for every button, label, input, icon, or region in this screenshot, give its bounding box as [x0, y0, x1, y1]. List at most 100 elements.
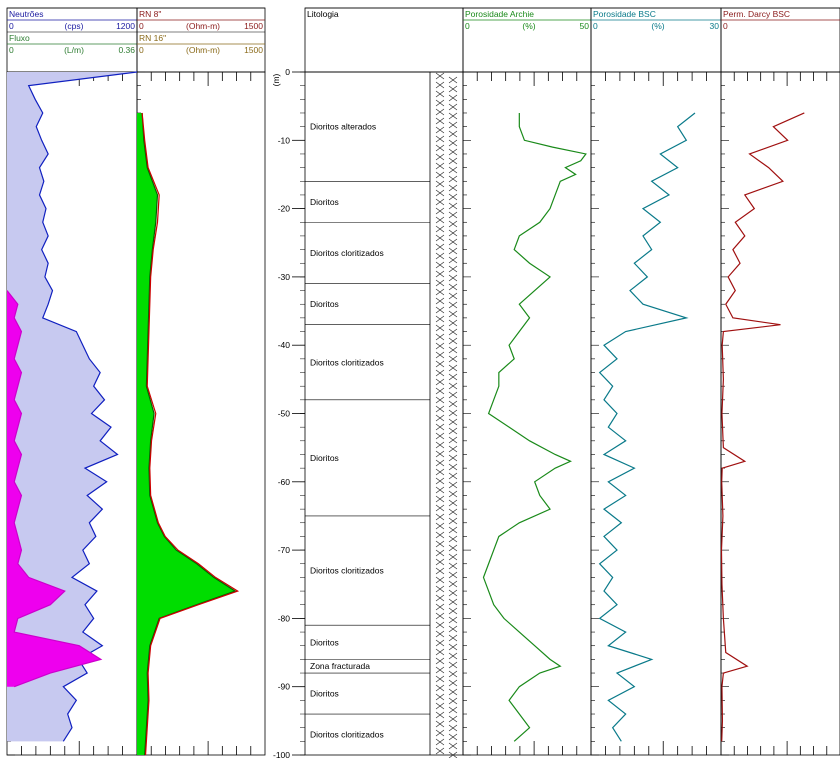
- lithology-pattern-mark: [448, 382, 458, 390]
- lithology-pattern-mark: [435, 180, 445, 188]
- lithology-pattern-mark: [448, 598, 458, 606]
- lithology-pattern-mark: [435, 225, 445, 233]
- depth-axis-tick-label: -80: [278, 613, 291, 623]
- lithology-pattern-mark: [448, 328, 458, 336]
- track-body-frame: [720, 71, 840, 756]
- lithology-pattern-mark: [435, 270, 445, 278]
- lithology-pattern-mark: [435, 540, 445, 548]
- lithology-pattern-mark: [448, 607, 458, 615]
- lithology-pattern-mark: [448, 85, 458, 93]
- lithology-pattern-mark: [435, 639, 445, 647]
- header-curve-name: Porosidade Archie: [465, 9, 534, 19]
- lithology-pattern-mark: [435, 171, 445, 179]
- lithology-pattern-mark: [435, 297, 445, 305]
- lithology-pattern-mark: [448, 130, 458, 138]
- lithology-label: Dioritos: [310, 637, 339, 647]
- lithology-pattern-mark: [448, 346, 458, 354]
- lithology-pattern-mark: [448, 634, 458, 642]
- lithology-pattern-mark: [448, 229, 458, 237]
- depth-axis-tick-label: -20: [278, 204, 291, 214]
- lithology-pattern-mark: [435, 261, 445, 269]
- series-line-5-0: [720, 112, 805, 742]
- depth-axis-tick-label: -70: [278, 545, 291, 555]
- lithology-pattern-mark: [435, 648, 445, 656]
- lithology-pattern-mark: [448, 706, 458, 714]
- lithology-pattern-mark: [448, 103, 458, 111]
- lithology-pattern-mark: [435, 711, 445, 719]
- lithology-pattern-mark: [448, 184, 458, 192]
- lithology-pattern-mark: [435, 423, 445, 431]
- lithology-pattern-mark: [448, 688, 458, 696]
- lithology-pattern-mark: [448, 445, 458, 453]
- lithology-pattern-mark: [435, 387, 445, 395]
- lithology-pattern-mark: [448, 274, 458, 282]
- lithology-pattern-mark: [448, 733, 458, 741]
- lithology-pattern-mark: [448, 535, 458, 543]
- lithology-pattern-mark: [435, 333, 445, 341]
- lithology-pattern-mark: [435, 90, 445, 98]
- lithology-label: Zona fracturada: [310, 661, 370, 671]
- lithology-pattern-mark: [448, 652, 458, 660]
- lithology-pattern-mark: [435, 288, 445, 296]
- lithology-pattern-mark: [448, 643, 458, 651]
- lithology-pattern-mark: [435, 666, 445, 674]
- header-curve-name: RN 16": [139, 33, 166, 43]
- track-body-frame: [590, 71, 722, 756]
- lithology-pattern-mark: [435, 405, 445, 413]
- lithology-pattern-mark: [448, 400, 458, 408]
- lithology-pattern-mark: [435, 189, 445, 197]
- lithology-label: Dioritos cloritizados: [310, 566, 384, 576]
- header-curve-name: Perm. Darcy BSC: [723, 9, 790, 19]
- lithology-pattern-mark: [435, 468, 445, 476]
- lithology-pattern-mark: [448, 742, 458, 750]
- lithology-label: Dioritos: [310, 453, 339, 463]
- lithology-pattern-mark: [448, 562, 458, 570]
- lithology-pattern-mark: [448, 355, 458, 363]
- lithology-pattern-mark: [435, 576, 445, 584]
- header-scale-unit: (cps): [65, 21, 84, 31]
- lithology-label: Dioritos: [310, 299, 339, 309]
- lithology-pattern-mark: [435, 459, 445, 467]
- depth-axis-tick-label: 0: [285, 67, 290, 77]
- lithology-pattern-mark: [435, 306, 445, 314]
- lithology-pattern-mark: [435, 684, 445, 692]
- lithology-label: Dioritos cloritizados: [310, 357, 384, 367]
- lithology-pattern-mark: [448, 364, 458, 372]
- lithology-pattern-mark: [448, 175, 458, 183]
- lithology-pattern-mark: [435, 252, 445, 260]
- lithology-pattern-mark: [448, 661, 458, 669]
- header-scale-min: 0: [723, 21, 728, 31]
- lithology-pattern-mark: [448, 292, 458, 300]
- header-scale-min: 0: [139, 21, 144, 31]
- lithology-pattern-mark: [448, 337, 458, 345]
- lithology-pattern-mark: [435, 315, 445, 323]
- header-curve-name: Porosidade BSC: [593, 9, 656, 19]
- header-scale-max: 1500: [244, 21, 263, 31]
- lithology-pattern-mark: [435, 126, 445, 134]
- lithology-pattern-mark: [435, 153, 445, 161]
- lithology-pattern-mark: [435, 135, 445, 143]
- lithology-pattern-mark: [435, 279, 445, 287]
- lithology-pattern-mark: [435, 720, 445, 728]
- lithology-pattern-mark: [448, 193, 458, 201]
- lithology-pattern-mark: [448, 220, 458, 228]
- lithology-pattern-mark: [435, 693, 445, 701]
- depth-axis-tick-label: -10: [278, 135, 291, 145]
- lithology-pattern-mark: [435, 117, 445, 125]
- lithology-label: Dioritos: [310, 689, 339, 699]
- lithology-pattern-mark: [448, 265, 458, 273]
- lithology-label: Dioritos: [310, 197, 339, 207]
- lithology-pattern-mark: [435, 603, 445, 611]
- lithology-pattern-mark: [435, 531, 445, 539]
- lithology-pattern-mark: [448, 472, 458, 480]
- lithology-pattern-mark: [435, 549, 445, 557]
- lithology-pattern-mark: [435, 378, 445, 386]
- lithology-pattern-mark: [448, 139, 458, 147]
- lithology-pattern-mark: [448, 751, 458, 758]
- lithology-pattern-mark: [435, 351, 445, 359]
- lithology-pattern-mark: [448, 166, 458, 174]
- lithology-pattern-mark: [448, 238, 458, 246]
- lithology-pattern-mark: [435, 612, 445, 620]
- header-scale-unit: (%): [651, 21, 664, 31]
